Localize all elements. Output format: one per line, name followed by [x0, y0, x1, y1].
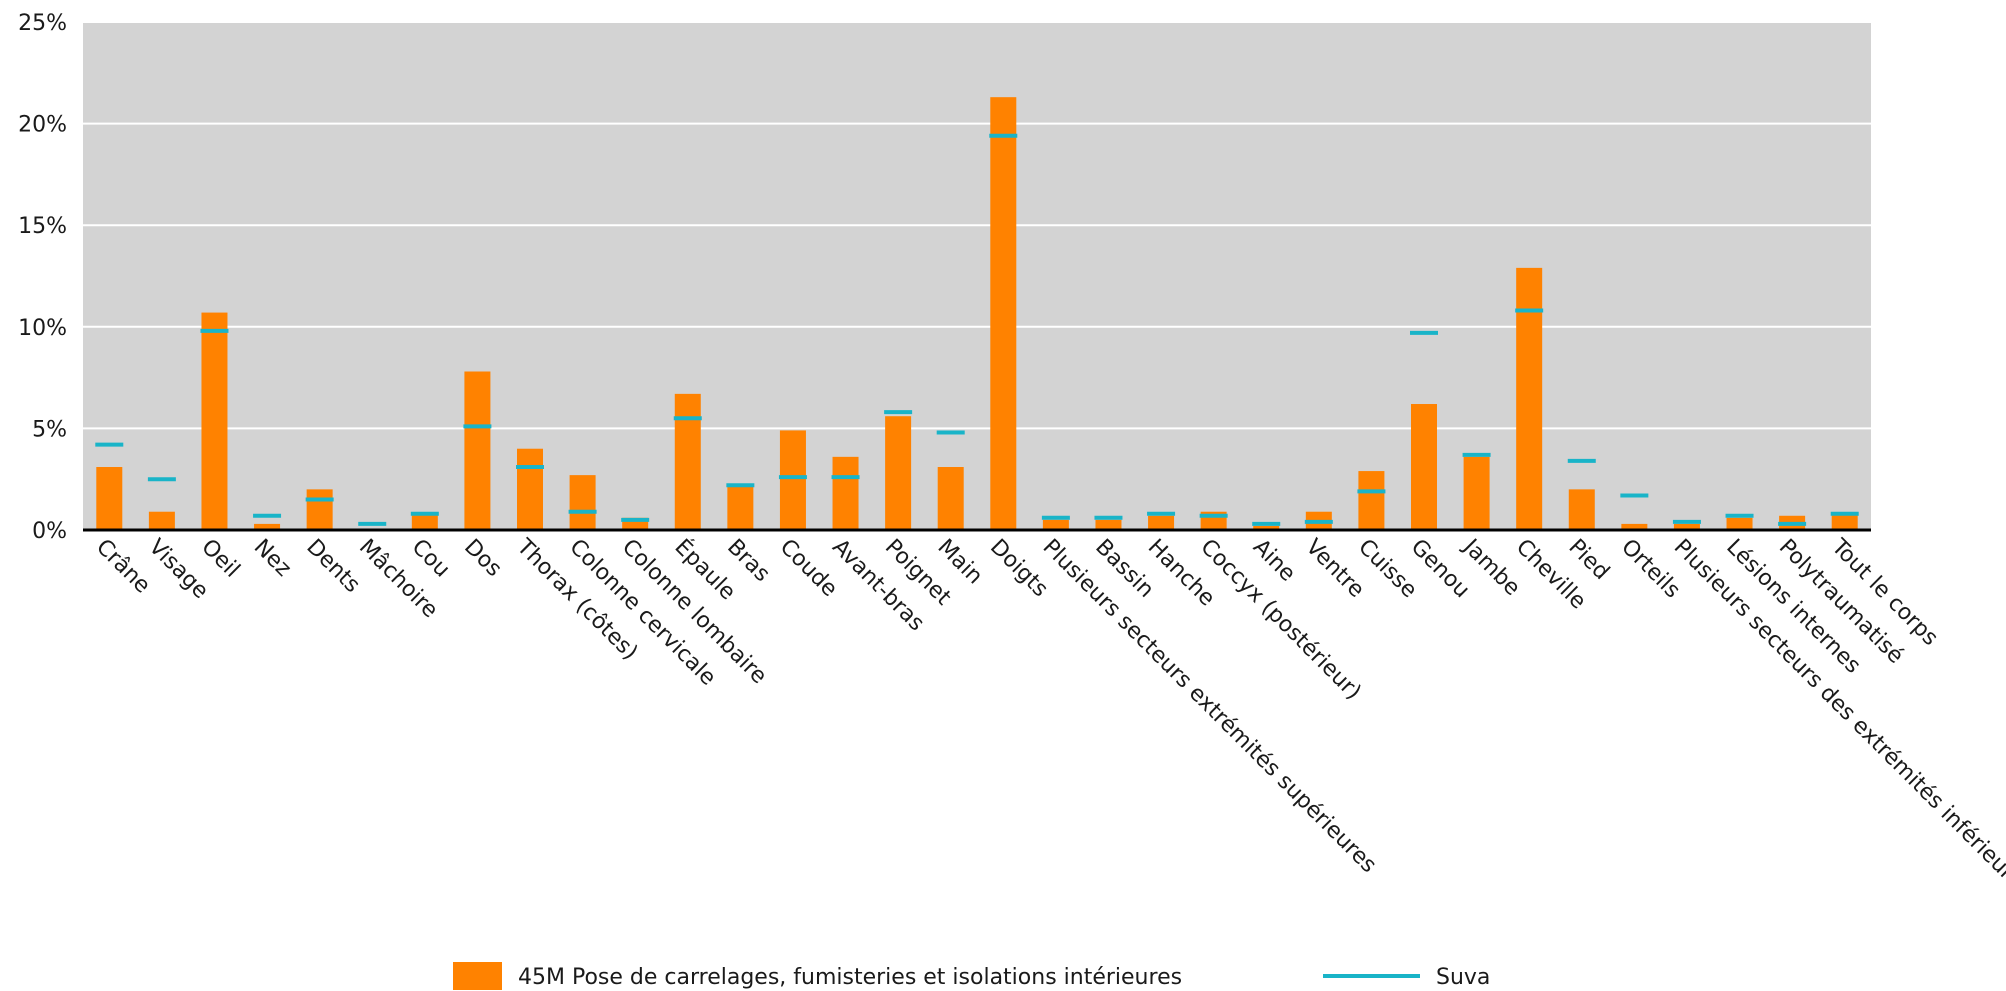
y-tick-label: 25%: [18, 11, 67, 36]
legend: 45M Pose de carrelages, fumisteries et i…: [453, 962, 1490, 990]
bar: [1358, 471, 1385, 530]
x-tick-label: Genou: [1406, 535, 1475, 604]
bar: [779, 430, 806, 530]
plot-area: [83, 22, 1871, 530]
x-tick-label: Nez: [249, 535, 296, 582]
bar: [1148, 515, 1175, 530]
gridlines: [83, 21, 1871, 430]
y-tick-label: 5%: [32, 417, 67, 442]
bar: [306, 489, 333, 530]
bar: [411, 513, 438, 530]
x-tick-label: Ventre: [1301, 535, 1369, 603]
bar: [990, 97, 1017, 531]
bar: [1726, 517, 1753, 530]
bar: [674, 393, 701, 530]
x-tick-label: Crâne: [91, 535, 155, 599]
bar: [517, 448, 543, 530]
legend-label-bar: 45M Pose de carrelages, fumisteries et i…: [518, 965, 1182, 990]
x-tick-label: Dents: [301, 535, 364, 598]
bar: [254, 523, 281, 530]
bar: [96, 467, 123, 530]
bar: [148, 511, 175, 530]
bar: [1095, 519, 1122, 530]
y-tick-label: 0%: [32, 519, 67, 544]
y-tick-label: 15%: [18, 214, 67, 239]
bar: [1042, 519, 1069, 530]
x-tick-label: Cuisse: [1353, 535, 1422, 604]
y-axis-ticks: 0% 5% 10% 15% 20% 25%: [18, 11, 67, 544]
bar: [1516, 267, 1543, 530]
legend-label-marker: Suva: [1436, 965, 1490, 990]
y-tick-label: 10%: [18, 316, 67, 341]
y-tick-label: 20%: [18, 113, 67, 138]
bar: [1253, 525, 1280, 530]
bar: [1621, 523, 1648, 530]
bar: [727, 485, 754, 530]
x-tick-label: Orteils: [1616, 535, 1685, 604]
x-tick-label: Coude: [775, 535, 842, 602]
bar: [937, 467, 964, 530]
bar: [201, 312, 228, 530]
bar: [464, 371, 491, 530]
bar: [1411, 404, 1437, 530]
bar: [885, 416, 912, 530]
marker-series: [95, 133, 1859, 526]
bar: [1463, 456, 1490, 530]
x-tick-label: Dos: [459, 535, 506, 582]
legend-swatch-bar: [453, 962, 502, 990]
bar: [569, 475, 596, 530]
bar: [1568, 489, 1595, 530]
x-tick-label: Doigts: [985, 535, 1053, 603]
bar: [832, 456, 859, 530]
bar: [1673, 523, 1700, 530]
bar: [1831, 513, 1858, 530]
bar-series: [96, 97, 1858, 531]
